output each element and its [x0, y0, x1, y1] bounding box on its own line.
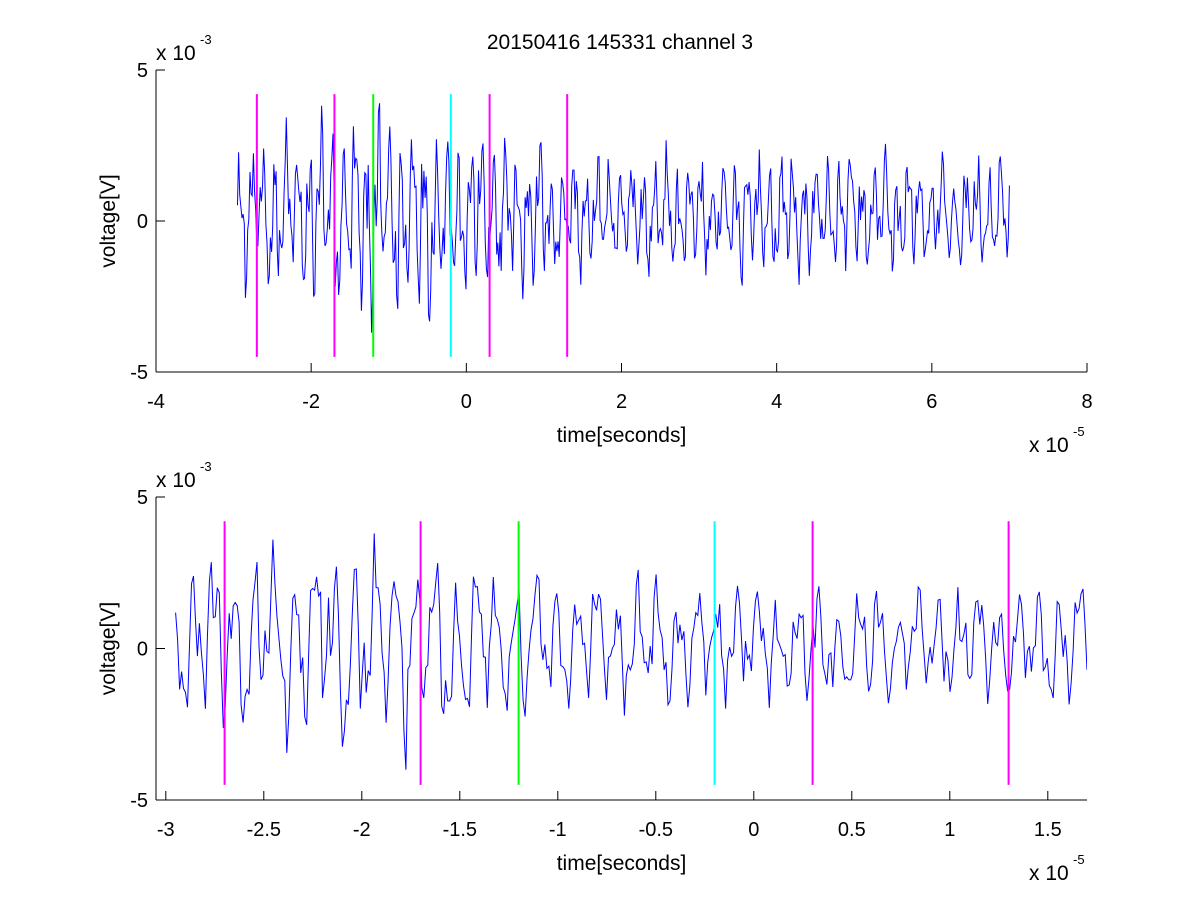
y-tick-label: 0 — [137, 211, 148, 233]
y-tick-label: -5 — [130, 362, 148, 384]
y-multiplier: x 10 — [156, 469, 196, 492]
y-multiplier-exponent: -3 — [200, 459, 212, 474]
x-tick-label: 0 — [461, 391, 472, 413]
x-tick-label: -3 — [157, 819, 175, 841]
x-axis-label: time[seconds] — [557, 424, 687, 447]
x-tick-label: 1 — [944, 819, 955, 841]
x-tick-label: -1 — [549, 819, 567, 841]
chart-title: 20150416 145331 channel 3 — [487, 31, 753, 54]
x-tick-label: -0.5 — [639, 819, 673, 841]
x-tick-label: -2 — [302, 391, 320, 413]
bottom-subplot: -3 -2.5 -2 -1.5 -1 -0.5 0 0.5 1 1.5 -5 0 5 time[secon… — [97, 459, 1087, 885]
y-tick-label: 0 — [137, 639, 148, 661]
x-multiplier: x 10 — [1029, 434, 1069, 457]
x-tick-label: 2 — [616, 391, 627, 413]
y-tick-label: 5 — [137, 60, 148, 82]
y-tick-label: -5 — [130, 790, 148, 812]
y-multiplier: x 10 — [156, 42, 196, 65]
x-tick-label: 4 — [771, 391, 782, 413]
y-multiplier-exponent: -3 — [200, 32, 212, 47]
x-multiplier: x 10 — [1029, 862, 1069, 885]
x-tick-label: -2 — [353, 819, 371, 841]
x-tick-label: 6 — [926, 391, 937, 413]
y-tick-label: 5 — [137, 487, 148, 509]
x-multiplier-exponent: -5 — [1073, 424, 1085, 439]
x-tick-label: -2.5 — [247, 819, 281, 841]
y-axis-label: voltage[V] — [97, 174, 120, 267]
signal-trace — [175, 533, 1087, 770]
y-axis-label: voltage[V] — [97, 602, 120, 695]
x-tick-label: 0 — [748, 819, 759, 841]
x-multiplier-exponent: -5 — [1073, 852, 1085, 867]
x-tick-label: -4 — [147, 391, 165, 413]
top-subplot: -4 -2 0 2 4 6 8 -5 0 5 time[seconds] voltage[V] x 10… — [97, 32, 1093, 457]
x-axis-label: time[seconds] — [557, 852, 687, 875]
x-tick-label: 1.5 — [1034, 819, 1062, 841]
x-tick-label: 8 — [1081, 391, 1092, 413]
x-tick-label: 0.5 — [838, 819, 866, 841]
signal-trace — [237, 103, 1010, 333]
x-tick-label: -1.5 — [443, 819, 477, 841]
